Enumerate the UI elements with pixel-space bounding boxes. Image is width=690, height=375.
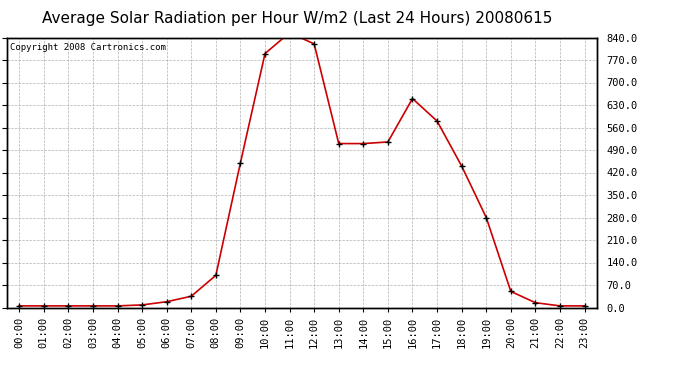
Text: Copyright 2008 Cartronics.com: Copyright 2008 Cartronics.com [10, 43, 166, 52]
Text: Average Solar Radiation per Hour W/m2 (Last 24 Hours) 20080615: Average Solar Radiation per Hour W/m2 (L… [41, 11, 552, 26]
